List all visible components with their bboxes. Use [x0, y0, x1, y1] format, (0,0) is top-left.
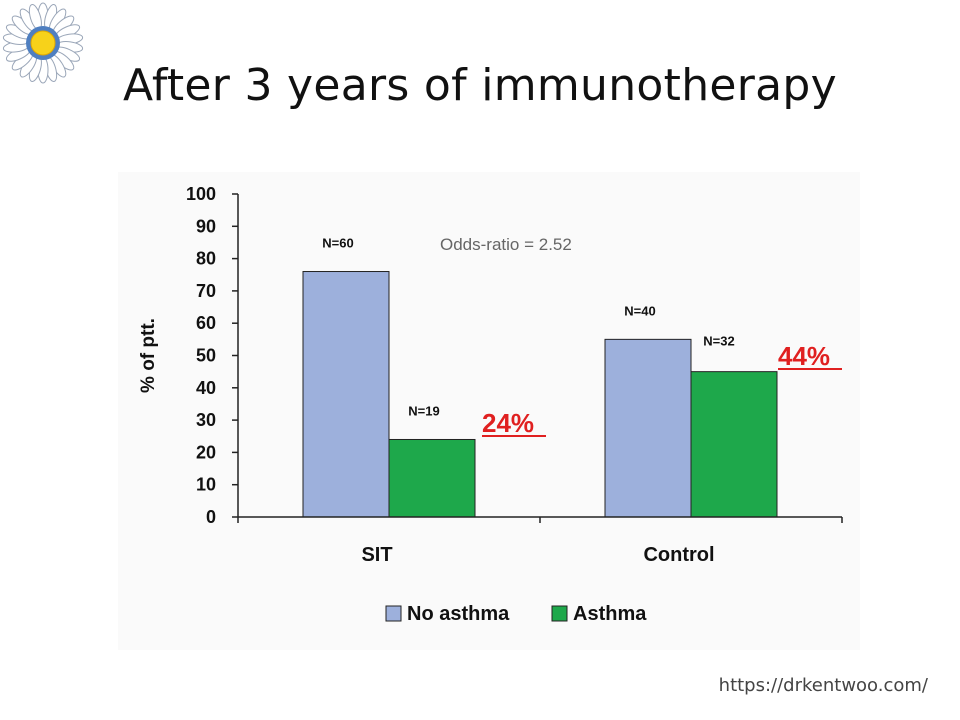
bar-chart: 0 10 20 30 40 50 60 70 80 90 100 % of ptt. N=60 N=19 S… — [118, 172, 860, 650]
legend-swatch — [551, 605, 568, 622]
highlight-percent: 44% — [778, 341, 830, 371]
y-tick-label: 100 — [186, 184, 216, 204]
y-tick-label: 30 — [196, 410, 216, 430]
y-tick-label: 60 — [196, 313, 216, 333]
source-url: https://drkentwoo.com/ — [718, 675, 928, 696]
x-tick-label: SIT — [361, 544, 392, 566]
sunflower-icon — [2, 2, 84, 84]
y-axis-label: % of ptt. — [138, 318, 159, 393]
y-tick-label: 10 — [196, 475, 216, 495]
bar-asthma-sit — [388, 438, 476, 518]
bar-asthma-control — [690, 371, 778, 518]
chart-canvas: 0 10 20 30 40 50 60 70 80 90 100 % of ptt. N=60 N=19 S… — [138, 184, 843, 625]
legend-swatch — [385, 605, 402, 622]
bar-no-asthma-control — [604, 338, 692, 518]
y-tick-label: 20 — [196, 442, 216, 462]
y-tick-label: 40 — [196, 378, 216, 398]
y-tick-label: 90 — [196, 216, 216, 236]
odds-ratio-annotation: Odds-ratio = 2.52 — [440, 235, 572, 254]
y-tick-label: 70 — [196, 281, 216, 301]
y-tick-label: 50 — [196, 346, 216, 366]
legend-label: No asthma — [407, 603, 510, 625]
bar-count-label: N=60 — [322, 236, 353, 251]
slide-title: After 3 years of immunotherapy — [123, 60, 837, 111]
bar-count-label: N=40 — [624, 303, 655, 318]
bar-count-label: N=19 — [408, 403, 439, 418]
flower-center — [30, 30, 56, 56]
bar-count-label: N=32 — [703, 334, 734, 349]
highlight-percent: 24% — [482, 408, 534, 438]
bar-no-asthma-sit — [302, 271, 390, 518]
y-tick-label: 0 — [206, 507, 216, 527]
y-tick-label: 80 — [196, 249, 216, 269]
legend-label: Asthma — [573, 603, 647, 625]
x-tick-label: Control — [643, 544, 714, 566]
